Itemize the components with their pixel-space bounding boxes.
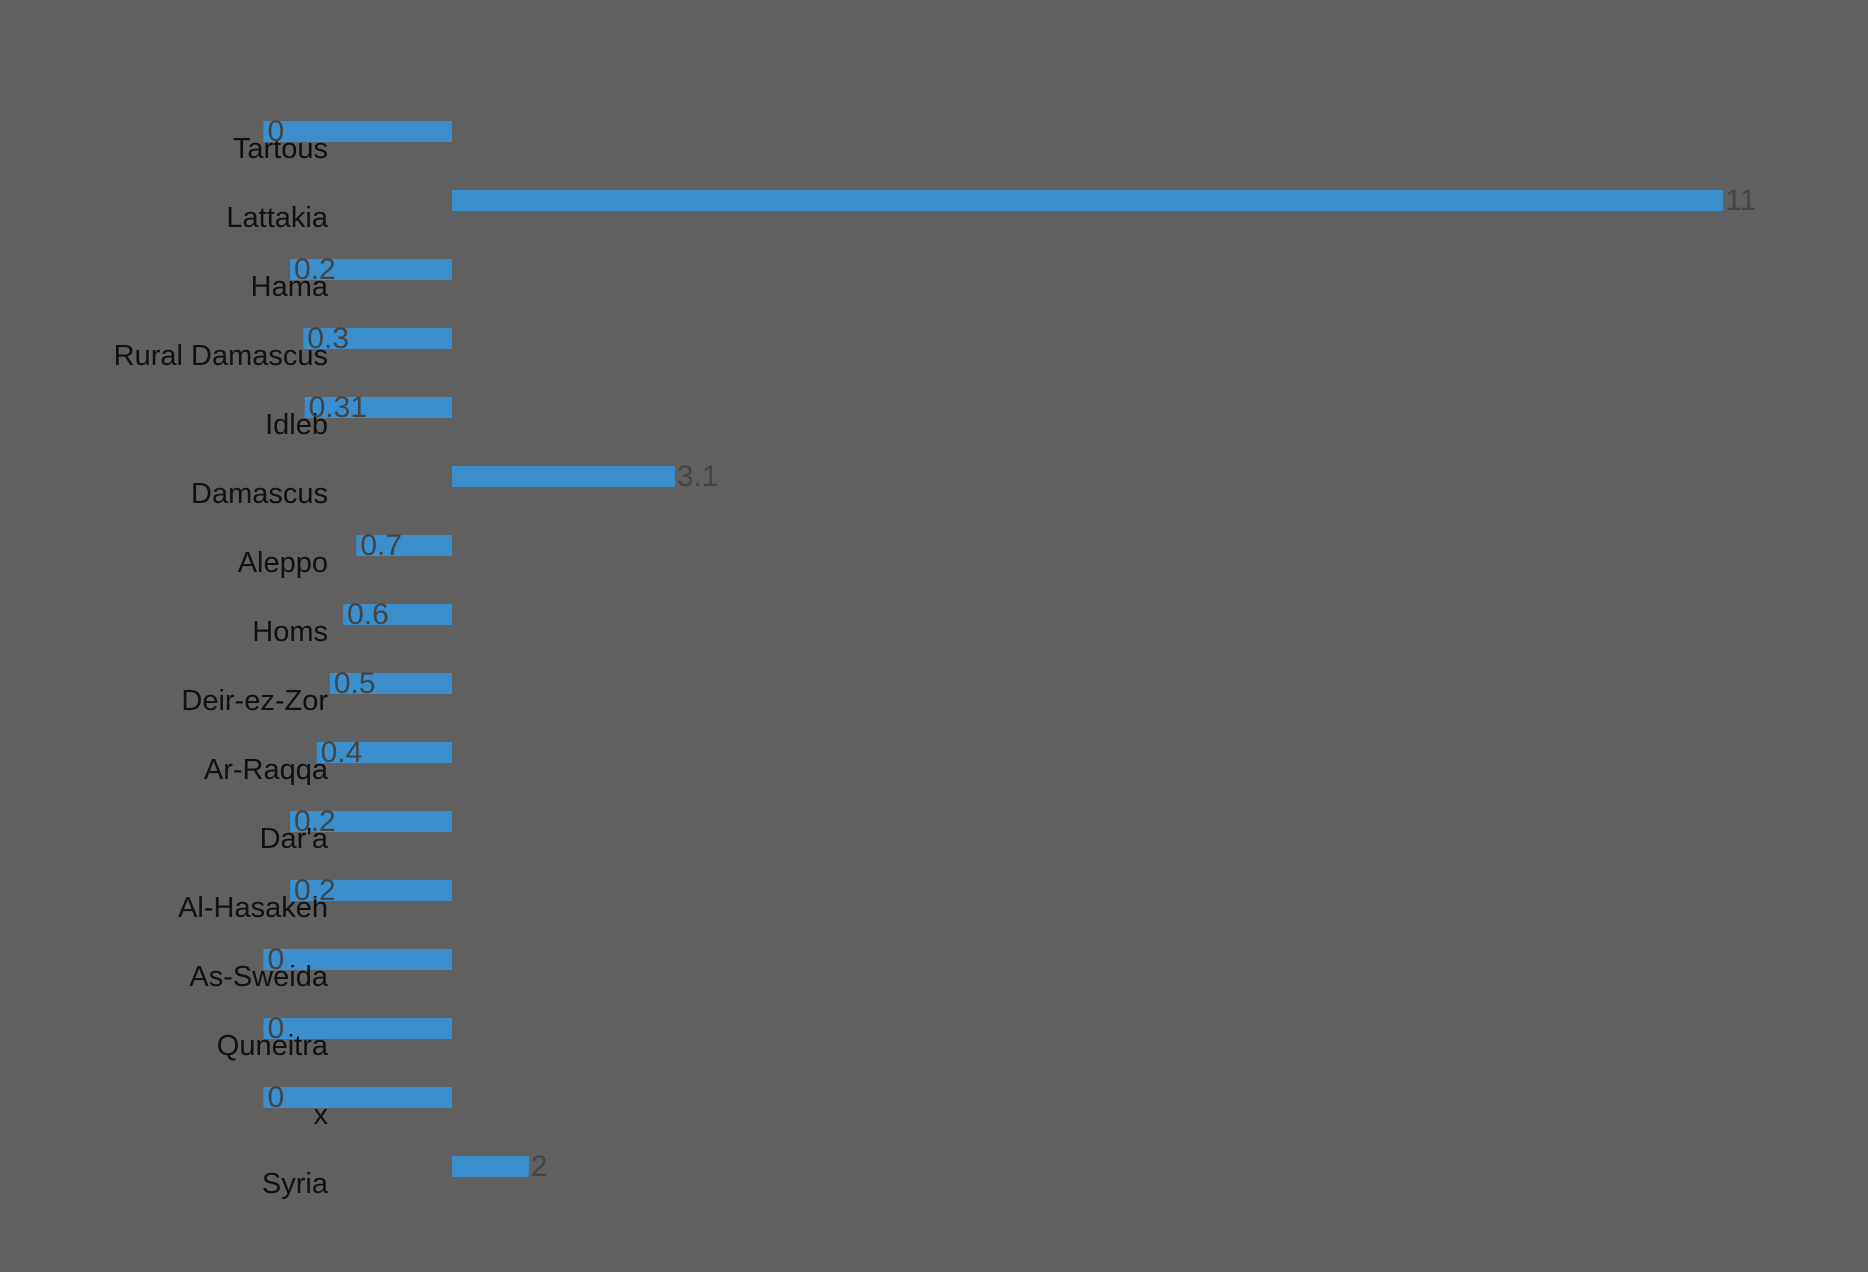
value-label: 0.31: [309, 391, 367, 424]
bar-11: [290, 880, 452, 901]
category-label: Ar-Raqqa: [204, 754, 329, 786]
category-label: Hama: [251, 271, 329, 303]
bar-0: [263, 121, 452, 142]
value-label: 3.1: [677, 460, 719, 493]
value-label: 2: [531, 1150, 548, 1183]
category-label: Al-Hasakeh: [178, 892, 328, 924]
value-label: 0.7: [360, 529, 402, 562]
value-label: 0.3: [307, 322, 349, 355]
bars-group: [263, 121, 1724, 1177]
bar-6: [356, 535, 452, 556]
category-label: Tartous: [233, 133, 328, 165]
bar-12: [263, 949, 452, 970]
value-label: 0.2: [294, 874, 336, 907]
value-label: 0: [268, 1012, 285, 1045]
category-labels-group: Tartous Lattakia Hama Rural Damascus Idleb Da…: [114, 133, 329, 1200]
category-label: Syria: [262, 1168, 329, 1200]
category-label: Damascus: [191, 478, 328, 510]
category-label: Rural Damascus: [114, 340, 328, 372]
bar-4: [304, 397, 452, 418]
bar-3: [303, 328, 452, 349]
value-label: 0: [268, 1081, 285, 1114]
bar-9: [316, 742, 452, 763]
category-label: Idleb: [265, 409, 328, 441]
category-label: Quneitra: [217, 1030, 329, 1062]
value-label: 0.6: [347, 598, 389, 631]
bar-8: [329, 673, 452, 694]
category-label: As-Sweida: [189, 961, 328, 993]
category-label: Lattakia: [226, 202, 328, 234]
category-label: x: [314, 1099, 329, 1131]
bar-7: [343, 604, 452, 625]
bar-2: [290, 259, 452, 280]
bar-1: [452, 190, 1724, 211]
value-label: 0: [268, 943, 285, 976]
bar-10: [290, 811, 452, 832]
bar-15: [452, 1156, 529, 1177]
category-label: Dar'a: [260, 823, 329, 855]
value-label: 11: [1725, 184, 1756, 217]
value-label: 0.4: [321, 736, 363, 769]
category-label: Homs: [252, 616, 328, 648]
category-label: Aleppo: [238, 547, 328, 579]
bar-14: [263, 1087, 452, 1108]
value-label: 0.5: [334, 667, 376, 700]
value-label: 0.2: [294, 805, 336, 838]
category-label: Deir-ez-Zor: [181, 685, 328, 717]
value-label: 0.2: [294, 253, 336, 286]
value-labels-group: 0 11 0.2 0.3 0.31 3.1 0.7 0.6 0.5 0.4 0.2 0.2 0 0 0 2: [268, 115, 1757, 1183]
value-label: 0: [268, 115, 285, 148]
bar-13: [263, 1018, 452, 1039]
bar-5: [452, 466, 675, 487]
